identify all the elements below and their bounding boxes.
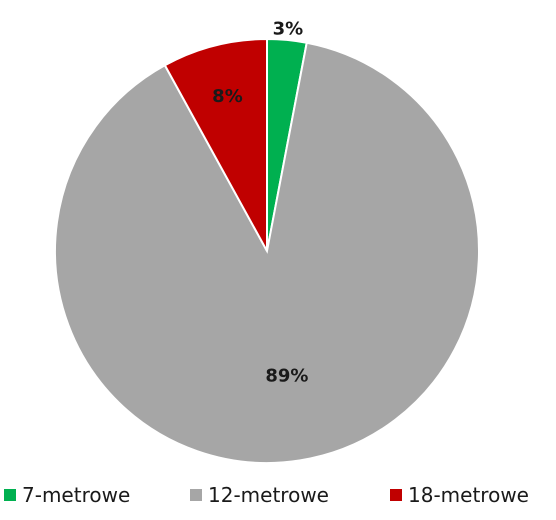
legend-swatch-12-metrowe — [190, 489, 202, 501]
legend-label-18-metrowe: 18-metrowe — [408, 483, 529, 507]
pie-slice-18-metrowe — [163, 37, 268, 252]
legend-swatch-7-metrowe — [4, 489, 16, 501]
legend: 7-metrowe 12-metrowe 18-metrowe — [0, 478, 556, 512]
data-label-7-metrowe: 3% — [273, 18, 304, 39]
legend-label-12-metrowe: 12-metrowe — [208, 483, 329, 507]
legend-item-18-metrowe: 18-metrowe — [390, 478, 529, 512]
legend-item-7-metrowe: 7-metrowe — [4, 478, 130, 512]
legend-swatch-18-metrowe — [390, 489, 402, 501]
pie-slice-12-metrowe — [54, 41, 480, 464]
pie-slices — [54, 37, 480, 464]
pie-chart: 3% 89% 8% — [54, 18, 480, 464]
data-label-18-metrowe: 8% — [212, 86, 243, 107]
legend-item-12-metrowe: 12-metrowe — [190, 478, 329, 512]
pie-labels: 3% 89% 8% — [212, 18, 308, 386]
legend-label-7-metrowe: 7-metrowe — [22, 483, 131, 507]
data-label-12-metrowe: 89% — [265, 366, 308, 387]
